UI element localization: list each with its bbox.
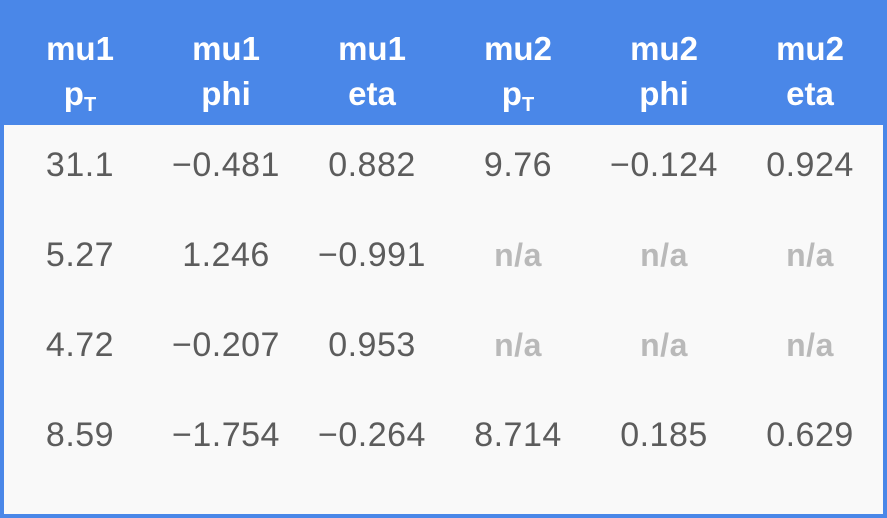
header-label: p bbox=[501, 75, 522, 112]
header-label: mu2 bbox=[630, 30, 698, 67]
header-mu2-pt: mu2 pT bbox=[445, 26, 591, 116]
cell-mu2-pt: 8.714 bbox=[474, 416, 562, 454]
header-mu1-pt: mu1 pT bbox=[7, 26, 153, 116]
table-row: 4.72 −0.207 0.953 n/a n/a n/a bbox=[4, 300, 883, 390]
cell-mu2-eta: 0.629 bbox=[766, 416, 854, 454]
header-label: p bbox=[63, 75, 84, 112]
header-label: mu1 bbox=[46, 30, 114, 67]
cell-mu1-eta: −0.991 bbox=[318, 236, 426, 274]
cell-mu2-phi: −0.124 bbox=[610, 146, 718, 184]
cell-mu2-pt: 9.76 bbox=[483, 146, 553, 184]
table-row: 5.27 1.246 −0.991 n/a n/a n/a bbox=[4, 210, 883, 300]
header-label: mu2 bbox=[484, 30, 552, 67]
header-mu2-phi: mu2 phi bbox=[591, 26, 737, 116]
cell-mu1-phi: −0.207 bbox=[172, 326, 280, 364]
cell-mu2-eta: 0.924 bbox=[766, 146, 854, 184]
header-label: mu2 bbox=[776, 30, 844, 67]
header-subscript: T bbox=[521, 94, 535, 116]
cell-mu1-pt: 31.1 bbox=[45, 146, 115, 184]
header-label: mu1 bbox=[192, 30, 260, 67]
cell-mu1-eta: −0.264 bbox=[318, 416, 426, 454]
header-mu1-phi: mu1 phi bbox=[153, 26, 299, 116]
header-label: mu1 bbox=[338, 30, 406, 67]
cell-mu2-eta: n/a bbox=[786, 327, 834, 363]
table-row: 8.59 −1.754 −0.264 8.714 0.185 0.629 bbox=[4, 390, 883, 480]
header-mu2-eta: mu2 eta bbox=[737, 26, 883, 116]
header-label: phi bbox=[201, 75, 251, 112]
header-label: eta bbox=[348, 75, 396, 112]
cell-mu2-pt: n/a bbox=[494, 327, 542, 363]
cell-mu1-pt: 5.27 bbox=[45, 236, 115, 274]
cell-mu1-phi: −1.754 bbox=[172, 416, 280, 454]
table-row: 31.1 −0.481 0.882 9.76 −0.124 0.924 bbox=[4, 120, 883, 210]
cell-mu1-phi: 1.246 bbox=[182, 236, 270, 274]
table-header: mu1 pT mu1 phi mu1 eta mu2 pT mu2 phi mu… bbox=[4, 4, 883, 125]
cell-mu2-eta: n/a bbox=[786, 237, 834, 273]
header-label: eta bbox=[786, 75, 834, 112]
cell-mu1-pt: 8.59 bbox=[45, 416, 115, 454]
header-subscript: T bbox=[83, 94, 97, 116]
cell-mu1-phi: −0.481 bbox=[172, 146, 280, 184]
cell-mu2-pt: n/a bbox=[494, 237, 542, 273]
cell-mu2-phi: n/a bbox=[640, 327, 688, 363]
header-label: phi bbox=[639, 75, 689, 112]
cell-mu1-eta: 0.953 bbox=[328, 326, 416, 364]
cell-mu1-eta: 0.882 bbox=[328, 146, 416, 184]
header-mu1-eta: mu1 eta bbox=[299, 26, 445, 116]
cell-mu1-pt: 4.72 bbox=[45, 326, 115, 364]
cell-mu2-phi: n/a bbox=[640, 237, 688, 273]
cell-mu2-phi: 0.185 bbox=[620, 416, 708, 454]
